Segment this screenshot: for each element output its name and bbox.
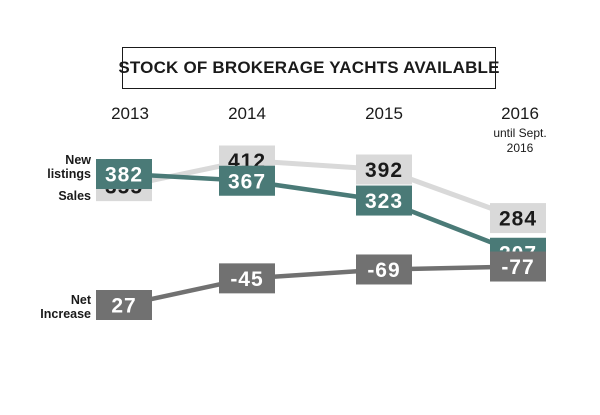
year-label-2016: 2016: [501, 104, 539, 123]
data-box-sales-2016: [490, 203, 546, 234]
data-box-new-listings-2014: [219, 165, 275, 196]
chart-title: STOCK OF BROKERAGE YACHTS AVAILABLE: [118, 47, 499, 89]
data-box-new-listings-2015: [356, 185, 412, 216]
data-box-new-listings-2013: [96, 159, 152, 189]
series-line-net-increase: [123, 264, 519, 308]
data-point-new-listings-2014: 367: [219, 165, 275, 196]
year-label-2013: 2013: [111, 104, 149, 123]
legend-label-new-listings: New listings: [47, 153, 91, 181]
series-line-new-listings: [123, 171, 519, 255]
data-box-net-increase-2013: [96, 290, 152, 320]
legend-label-net-increase: Net Increase: [40, 293, 91, 321]
data-label-net-increase-2013: 27: [111, 295, 136, 318]
data-point-new-listings-2015: 323: [356, 185, 412, 216]
year-note-2016: until Sept. 2016: [493, 126, 547, 155]
data-label-new-listings-2013: 382: [105, 164, 143, 187]
data-box-net-increase-2015: [356, 254, 412, 285]
data-point-net-increase-2015: -69: [356, 254, 412, 285]
data-point-net-increase-2013: 27: [96, 290, 152, 320]
data-label-new-listings-2015: 323: [365, 190, 403, 213]
data-box-net-increase-2014: [219, 263, 275, 294]
data-label-sales-2016: 284: [499, 208, 537, 231]
data-box-sales-2015: [356, 154, 412, 185]
data-label-net-increase-2015: -69: [367, 259, 400, 282]
year-label-2015: 2015: [365, 104, 403, 123]
data-label-new-listings-2014: 367: [228, 170, 266, 193]
data-point-sales-2016: 284: [490, 203, 546, 234]
year-label-2014: 2014: [228, 104, 266, 123]
data-point-net-increase-2014: -45: [219, 263, 275, 294]
data-point-net-increase-2016: -77: [490, 251, 546, 282]
series-line-sales: [123, 158, 519, 221]
data-label-net-increase-2016: -77: [501, 256, 534, 279]
legend-label-sales: Sales: [58, 189, 91, 203]
data-point-new-listings-2013: 382: [96, 159, 152, 189]
data-box-net-increase-2016: [490, 251, 546, 282]
data-label-sales-2015: 392: [365, 159, 403, 182]
data-label-net-increase-2014: -45: [230, 268, 263, 291]
data-point-sales-2015: 392: [356, 154, 412, 185]
